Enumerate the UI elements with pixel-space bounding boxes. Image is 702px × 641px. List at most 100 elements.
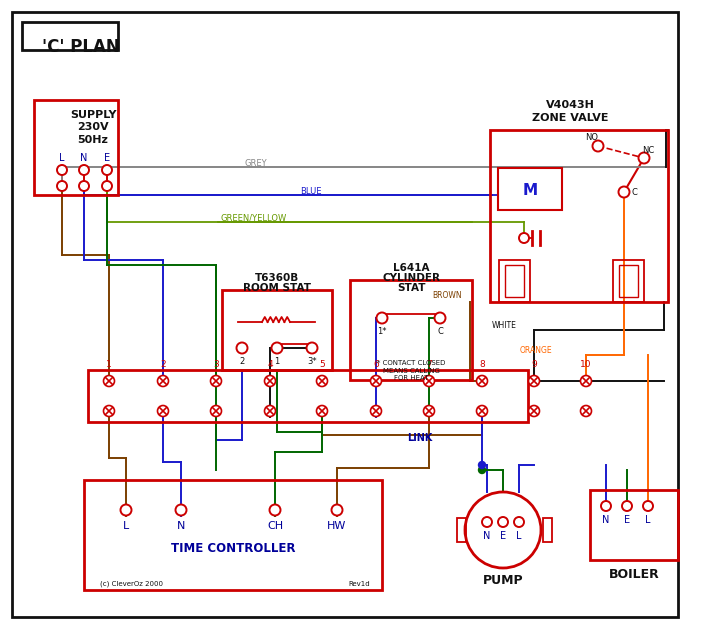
- Bar: [613, 260, 644, 302]
- Circle shape: [622, 501, 632, 511]
- Text: NC: NC: [642, 146, 654, 154]
- Circle shape: [371, 376, 381, 387]
- Text: BOILER: BOILER: [609, 567, 659, 581]
- Text: T6360B: T6360B: [255, 273, 299, 283]
- Bar: [350, 280, 472, 380]
- Bar: [222, 290, 332, 370]
- Text: 'C' PLAN: 'C' PLAN: [42, 38, 120, 56]
- Bar: [88, 370, 528, 422]
- Text: N: N: [177, 521, 185, 531]
- Circle shape: [601, 501, 611, 511]
- Text: 9: 9: [531, 360, 537, 369]
- Text: 7: 7: [426, 360, 432, 369]
- Circle shape: [514, 517, 524, 527]
- Text: WHITE: WHITE: [492, 320, 517, 329]
- Bar: [590, 490, 678, 560]
- Circle shape: [57, 181, 67, 191]
- Circle shape: [529, 406, 540, 417]
- Text: 1*: 1*: [377, 326, 387, 335]
- Bar: [499, 260, 530, 302]
- Text: N: N: [602, 515, 610, 525]
- Text: E: E: [500, 531, 506, 541]
- Text: * CONTACT CLOSED: * CONTACT CLOSED: [377, 360, 445, 366]
- Circle shape: [423, 406, 435, 417]
- Text: BLUE: BLUE: [300, 187, 322, 196]
- Bar: [490, 130, 668, 302]
- Circle shape: [435, 313, 446, 324]
- Text: PUMP: PUMP: [483, 574, 523, 587]
- Text: 50Hz: 50Hz: [77, 135, 108, 145]
- Text: L641A: L641A: [392, 263, 429, 273]
- Text: 3*: 3*: [307, 356, 317, 365]
- Circle shape: [307, 342, 317, 353]
- Circle shape: [371, 406, 381, 417]
- Bar: [22, 22, 118, 50]
- Circle shape: [639, 153, 649, 163]
- Text: 1: 1: [106, 360, 112, 369]
- Bar: [619, 265, 638, 297]
- Text: HW: HW: [327, 521, 347, 531]
- Text: BROWN: BROWN: [432, 290, 462, 299]
- Circle shape: [581, 376, 592, 387]
- Bar: [505, 265, 524, 297]
- Bar: [498, 168, 562, 210]
- Circle shape: [643, 501, 653, 511]
- Text: E: E: [104, 153, 110, 163]
- Text: C: C: [631, 188, 637, 197]
- Text: FOR HEAT: FOR HEAT: [394, 375, 428, 381]
- Text: 5: 5: [319, 360, 325, 369]
- Text: MEANS CALLING: MEANS CALLING: [383, 368, 439, 374]
- Text: 10: 10: [581, 360, 592, 369]
- Circle shape: [317, 406, 328, 417]
- Circle shape: [479, 462, 486, 469]
- Text: L: L: [645, 515, 651, 525]
- Text: N: N: [483, 531, 491, 541]
- Circle shape: [482, 517, 492, 527]
- Text: L: L: [123, 521, 129, 531]
- Text: NO: NO: [585, 133, 599, 142]
- Text: 230V: 230V: [77, 122, 109, 132]
- Bar: [543, 518, 552, 542]
- Text: ROOM STAT: ROOM STAT: [243, 283, 311, 293]
- Text: STAT: STAT: [397, 283, 425, 293]
- Circle shape: [121, 504, 131, 515]
- Text: GREEN/YELLOW: GREEN/YELLOW: [220, 213, 286, 222]
- Text: CYLINDER: CYLINDER: [382, 273, 440, 283]
- Text: 1: 1: [274, 356, 279, 365]
- Circle shape: [237, 342, 248, 353]
- Circle shape: [479, 467, 486, 474]
- Text: 4: 4: [267, 360, 273, 369]
- Text: V4043H: V4043H: [545, 100, 595, 110]
- Circle shape: [211, 376, 222, 387]
- Circle shape: [157, 406, 168, 417]
- Circle shape: [265, 406, 275, 417]
- Circle shape: [465, 492, 541, 568]
- Circle shape: [519, 233, 529, 243]
- Circle shape: [79, 165, 89, 175]
- Circle shape: [376, 313, 388, 324]
- Text: C: C: [437, 326, 443, 335]
- Circle shape: [211, 406, 222, 417]
- Text: 3: 3: [213, 360, 219, 369]
- Circle shape: [618, 187, 630, 197]
- Bar: [34, 100, 118, 195]
- Text: SUPPLY: SUPPLY: [69, 110, 117, 120]
- Text: M: M: [522, 183, 538, 197]
- Circle shape: [317, 376, 328, 387]
- Circle shape: [331, 504, 343, 515]
- Text: 2: 2: [239, 356, 244, 365]
- Bar: [84, 480, 382, 590]
- Text: CH: CH: [267, 521, 283, 531]
- Circle shape: [57, 165, 67, 175]
- Circle shape: [592, 140, 604, 151]
- Text: 2: 2: [160, 360, 166, 369]
- Circle shape: [103, 406, 114, 417]
- Text: TIME CONTROLLER: TIME CONTROLLER: [171, 542, 296, 554]
- Circle shape: [272, 342, 282, 353]
- Circle shape: [498, 517, 508, 527]
- Circle shape: [529, 376, 540, 387]
- Text: 6: 6: [373, 360, 379, 369]
- Text: 8: 8: [479, 360, 485, 369]
- Circle shape: [79, 181, 89, 191]
- Text: Rev1d: Rev1d: [348, 581, 370, 587]
